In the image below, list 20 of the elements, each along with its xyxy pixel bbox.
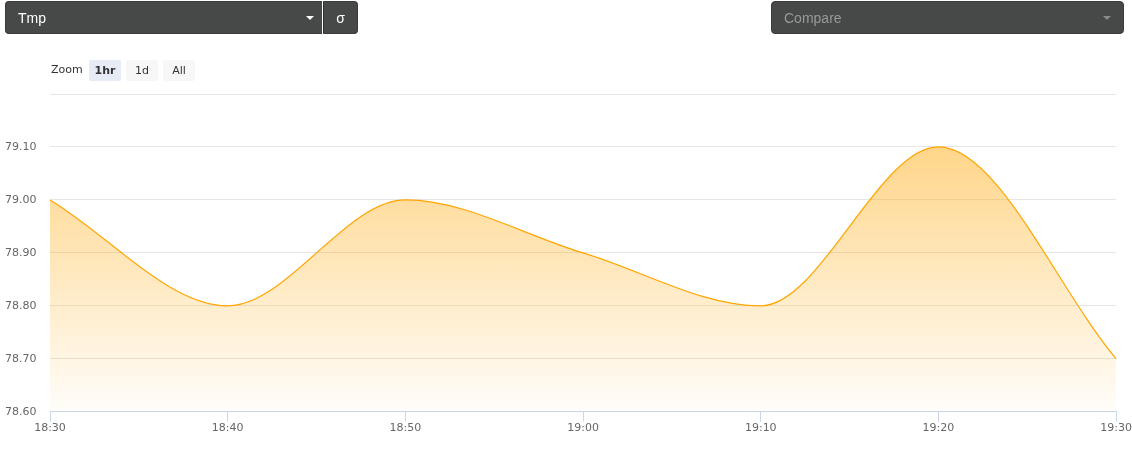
y-tick-label: 79.00 — [5, 192, 37, 206]
x-tick-label: 19:00 — [567, 421, 599, 435]
dropdown-select: Tmp — [5, 1, 322, 34]
y-tick-label: 79.10 — [5, 139, 37, 153]
x-tick-label: 19:10 — [744, 421, 777, 435]
x-tick-label: 18:50 — [389, 421, 422, 435]
x-tick-label: 19:30 — [1100, 421, 1132, 435]
y-tick-label: 78.80 — [5, 298, 37, 312]
x-tick-label: 18:30 — [34, 421, 66, 435]
y-tick-label: 78.60 — [5, 404, 37, 418]
x-tick-label: 18:40 — [211, 421, 244, 435]
text: Zoom — [51, 63, 83, 76]
y-tick-label: 78.90 — [5, 245, 37, 259]
compare-select: Compare — [771, 1, 1124, 34]
x-tick-label: 19:20 — [922, 421, 955, 435]
sigma-button: σ — [323, 1, 358, 34]
zoom-button: 1hr — [89, 60, 121, 81]
zoom-button: 1d — [126, 60, 158, 81]
y-tick-label: 78.70 — [5, 351, 37, 365]
zoom-button: All — [163, 60, 195, 81]
